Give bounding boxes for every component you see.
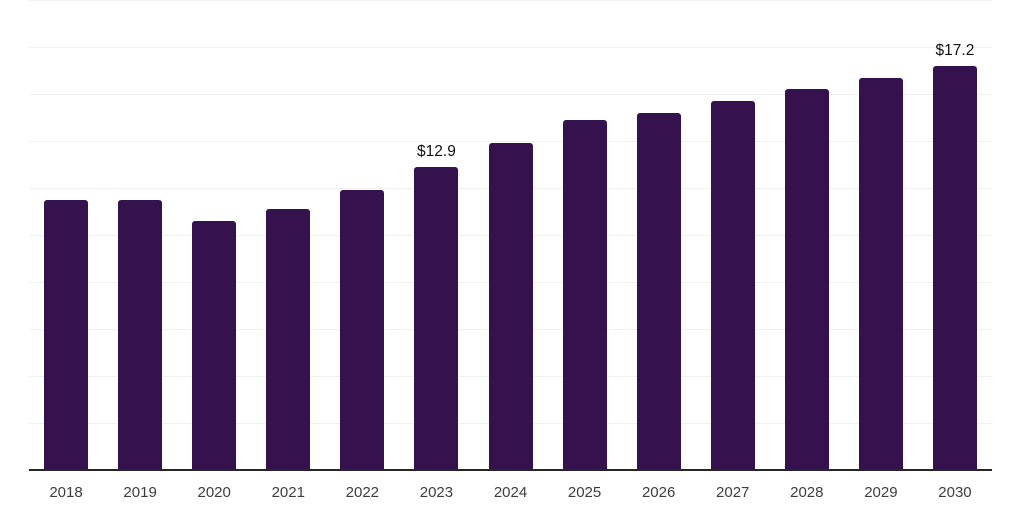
- x-axis-tick-label-2029: 2029: [864, 484, 898, 501]
- x-axis-tick-label-2022: 2022: [345, 484, 380, 501]
- x-axis-tick-label-2018: 2018: [49, 484, 83, 501]
- bar-2029: [858, 77, 903, 470]
- x-axis-tick-label-2021: 2021: [271, 484, 305, 501]
- gridline: [29, 0, 992, 1]
- bar-2021: [266, 209, 311, 470]
- bar-2025: [562, 119, 607, 470]
- bar-2022: [340, 190, 385, 470]
- x-axis-tick-label-2024: 2024: [493, 484, 528, 501]
- bar-2020: [192, 220, 237, 470]
- x-axis-line: [29, 469, 992, 471]
- plot-area: $12.9 $17.2: [29, 0, 992, 471]
- x-axis-tick-label-2023: 2023: [419, 484, 454, 501]
- x-axis-tick-label-2026: 2026: [641, 484, 676, 501]
- bar-value-label-2023: $12.9: [417, 142, 456, 160]
- bar-value-label-2030: $17.2: [935, 41, 975, 59]
- bar-2023: [414, 166, 459, 470]
- x-axis-tick-label-2025: 2025: [567, 484, 602, 501]
- bar-2026: [636, 112, 681, 470]
- bar-2024: [488, 143, 533, 470]
- gridline: [29, 94, 992, 95]
- x-axis-tick-label-2019: 2019: [123, 484, 157, 501]
- gridline: [29, 141, 992, 142]
- x-axis-tick-label-2027: 2027: [716, 484, 750, 501]
- bar-2030: [932, 65, 977, 470]
- bar-2028: [784, 89, 829, 470]
- x-axis-tick-label-2028: 2028: [790, 484, 824, 501]
- x-axis-tick-label-2030: 2030: [938, 484, 972, 501]
- bar-2019: [118, 199, 163, 470]
- gridline: [29, 47, 992, 48]
- x-axis-tick-label-2020: 2020: [197, 484, 231, 501]
- bar-2027: [710, 101, 755, 470]
- bar-2018: [44, 199, 89, 470]
